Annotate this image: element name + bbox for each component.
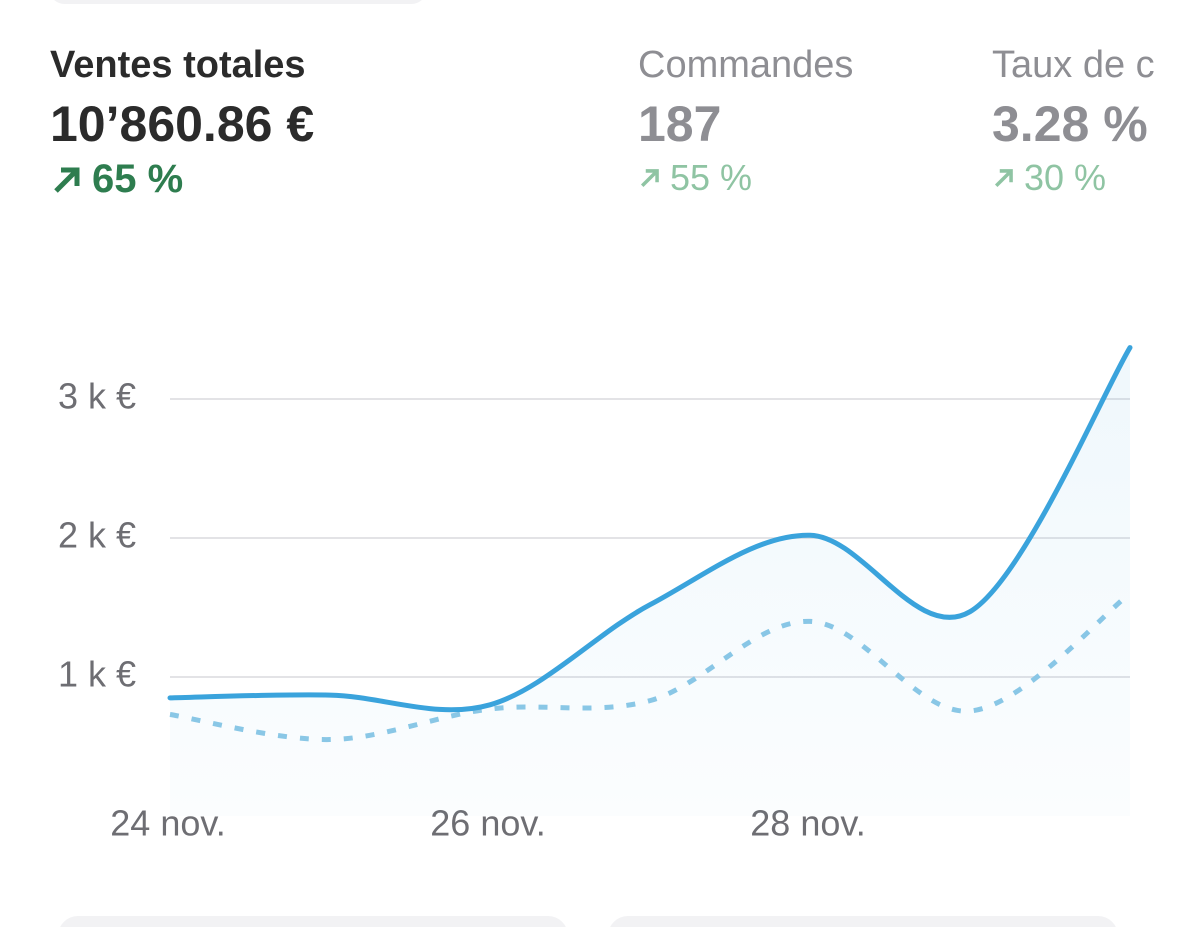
y-tick-label: 1 k € — [58, 654, 136, 695]
top-card[interactable] — [48, 0, 428, 4]
metric-value: 187 — [638, 96, 722, 152]
change-text: 65 % — [92, 157, 184, 201]
y-tick-label: 2 k € — [58, 515, 136, 556]
metric-tab[interactable]: Taux de c 3.28 % 30 % — [992, 44, 1155, 199]
area — [170, 347, 1130, 816]
metric-change: 65 % — [50, 157, 314, 202]
metric-change: 55 % — [638, 157, 853, 199]
bottom-card[interactable] — [58, 916, 568, 927]
metric-label: Commandes — [638, 44, 854, 86]
bottom-card[interactable] — [608, 916, 1118, 927]
change-text: 55 % — [670, 157, 753, 198]
arrow-icon — [54, 167, 80, 193]
metric-value: 10’860.86 € — [50, 96, 315, 152]
change-text: 30 % — [1024, 157, 1107, 198]
arrow-icon — [640, 169, 659, 188]
line-series — [167, 345, 1133, 713]
metric-value: 3.28 % — [992, 96, 1148, 152]
metric-tab[interactable]: Ventes totales 10’860.86 € 65 % — [50, 44, 314, 202]
arrow-icon — [994, 169, 1013, 188]
metric-change: 30 % — [992, 157, 1155, 199]
metric-label: Taux de c — [992, 44, 1155, 86]
y-tick-label: 3 k € — [58, 376, 136, 417]
metric-tab[interactable]: Commandes 187 55 % — [638, 44, 853, 199]
metric-label: Ventes totales — [50, 44, 306, 86]
